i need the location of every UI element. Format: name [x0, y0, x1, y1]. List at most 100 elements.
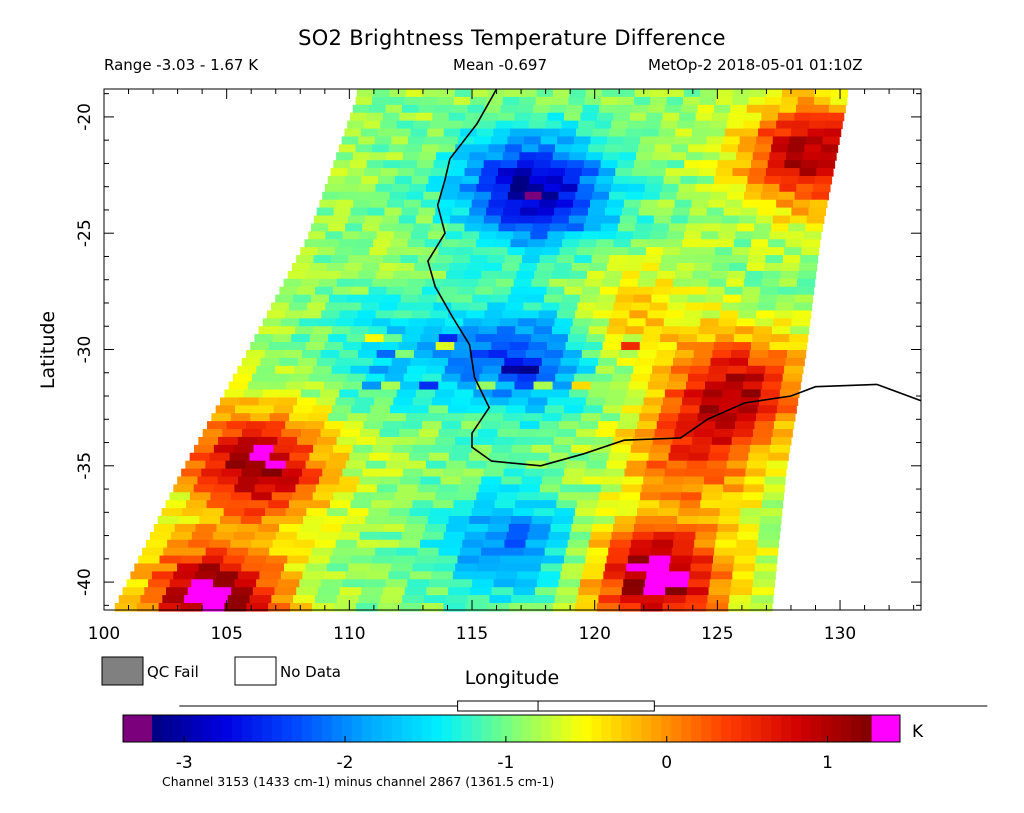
heatmap-cell: [591, 444, 612, 454]
heatmap-cell: [676, 262, 695, 272]
heatmap-cell: [512, 175, 530, 185]
heatmap-cell: [339, 191, 357, 201]
heatmap-cell: [256, 579, 279, 588]
heatmap-cell: [562, 563, 585, 572]
heatmap-cell: [198, 436, 219, 446]
colorbar-segment: [511, 715, 523, 742]
heatmap-cell: [710, 191, 728, 201]
heatmap-cell: [775, 413, 796, 422]
heatmap-cell: [630, 239, 649, 248]
heatmap-cell: [538, 144, 556, 153]
heatmap-cell: [687, 215, 706, 225]
heatmap-cell: [328, 413, 349, 422]
heatmap-cell: [686, 152, 704, 161]
heatmap-cell: [296, 255, 315, 264]
heatmap-cell: [448, 516, 470, 525]
heatmap-cell: [733, 563, 756, 572]
colorbar-tick-label: -1: [497, 753, 514, 773]
heatmap-cell: [356, 89, 374, 98]
heatmap-cell: [653, 286, 672, 296]
heatmap-cell: [670, 365, 691, 375]
heatmap-cell: [391, 563, 414, 572]
heatmap-cell: [519, 484, 541, 493]
heatmap-cell: [575, 191, 593, 201]
heatmap-cell: [752, 231, 771, 240]
heatmap-cell: [701, 310, 721, 319]
heatmap-cell: [443, 531, 466, 541]
heatmap-cell: [699, 405, 720, 414]
heatmap-cell: [425, 523, 447, 533]
heatmap-cell: [327, 373, 348, 383]
heatmap-cell: [732, 168, 750, 177]
heatmap-cell: [774, 128, 792, 138]
heatmap-cell: [595, 508, 617, 517]
colorbar-segment: [721, 715, 732, 742]
heatmap-cell: [453, 96, 471, 106]
heatmap-cell: [455, 436, 476, 446]
heatmap-cell: [695, 255, 714, 264]
heatmap-cell: [293, 444, 314, 454]
heatmap-cell: [442, 278, 462, 288]
heatmap-cell: [525, 349, 546, 359]
heatmap-cell: [698, 326, 718, 335]
heatmap-cell: [485, 531, 508, 541]
heatmap-cell: [673, 136, 691, 145]
heatmap-cell: [725, 373, 746, 383]
heatmap-cell: [251, 373, 272, 383]
heatmap-cell: [230, 492, 252, 501]
heatmap-cell: [431, 262, 450, 272]
heatmap-cell: [504, 357, 524, 367]
heatmap-cell: [244, 555, 267, 565]
heatmap-cell: [369, 563, 392, 572]
heatmap-cell: [622, 476, 644, 485]
heatmap-cell: [302, 349, 322, 359]
heatmap-cell: [322, 191, 340, 201]
heatmap-cell: [721, 215, 740, 225]
heatmap-cell: [500, 104, 518, 114]
heatmap-cell: [280, 571, 303, 580]
heatmap-cell: [722, 389, 743, 399]
colorbar-segment: [411, 715, 423, 742]
heatmap-cell: [748, 96, 766, 106]
heatmap-cell: [244, 508, 266, 517]
heatmap-cell: [654, 357, 674, 367]
heatmap-cell: [761, 278, 780, 288]
heatmap-cell: [637, 421, 658, 430]
heatmap-cell: [536, 152, 554, 161]
heatmap-cell: [768, 452, 789, 462]
heatmap-cell: [328, 294, 348, 304]
heatmap-cell: [446, 120, 464, 130]
heatmap-cell: [544, 405, 565, 414]
colorbar-segment: [351, 715, 363, 742]
colorbar-segment: [171, 715, 183, 742]
colorbar-segment: [261, 715, 273, 742]
heatmap-cell: [692, 270, 711, 280]
heatmap-cell: [273, 444, 294, 454]
heatmap-cell: [524, 247, 543, 256]
heatmap-cell: [734, 555, 757, 565]
heatmap-cell: [750, 342, 771, 351]
heatmap-cell: [598, 357, 618, 367]
heatmap-cell: [606, 199, 625, 209]
heatmap-cell: [285, 310, 304, 319]
heatmap-cell: [637, 508, 659, 517]
heatmap-cell: [619, 215, 638, 225]
heatmap-cell: [399, 112, 417, 122]
heatmap-cell: [565, 342, 585, 351]
heatmap-cell: [441, 136, 459, 145]
heatmap-cell: [775, 302, 795, 312]
heatmap-cell: [677, 120, 695, 130]
heatmap-cell: [744, 112, 763, 122]
heatmap-cell: [222, 429, 243, 438]
heatmap-cell: [526, 183, 545, 193]
heatmap-cell: [596, 175, 614, 185]
heatmap-cell: [600, 160, 618, 169]
heatmap-cell: [779, 104, 797, 114]
heatmap-cell: [290, 547, 313, 557]
heatmap-cell: [744, 373, 765, 383]
heatmap-cell: [532, 223, 551, 232]
heatmap-cell: [578, 587, 601, 596]
heatmap-cell: [589, 262, 608, 272]
heatmap-cell: [764, 476, 786, 485]
heatmap-cell: [585, 89, 603, 98]
